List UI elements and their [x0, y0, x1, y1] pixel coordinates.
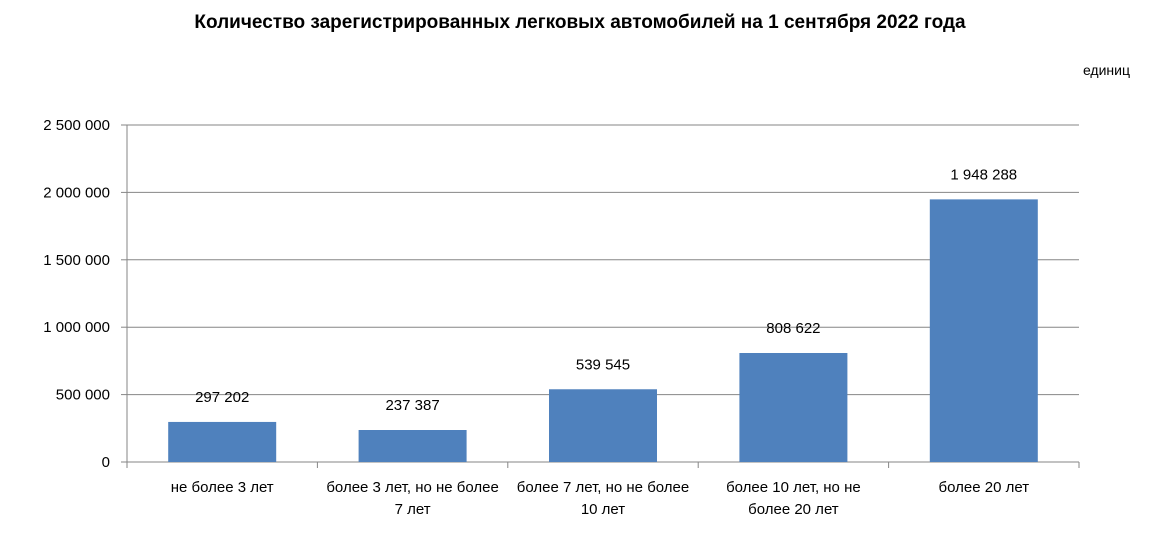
x-tick-label-line: более 7 лет, но не более	[517, 479, 690, 496]
data-label: 808 622	[766, 320, 820, 337]
x-tick-label: не более 3 лет	[171, 479, 274, 496]
x-tick-label-line: более 3 лет, но не более	[326, 479, 499, 496]
x-tick-label: более 7 лет, но не более 10 лет	[517, 479, 690, 518]
bar	[358, 430, 467, 462]
y-tick-label: 2 000 000	[43, 184, 110, 201]
y-tick-label: 500 000	[56, 387, 110, 404]
x-tick-label-line: более 20 лет	[748, 501, 839, 518]
x-tick-label: более 3 лет, но не более 7 лет	[326, 479, 499, 518]
bar	[168, 421, 277, 462]
bar	[549, 389, 657, 462]
y-tick-label: 1 000 000	[43, 319, 110, 336]
x-tick-label: более 10 лет, но не более 20 лет	[726, 479, 861, 518]
x-tick-label-line: более 20 лет	[939, 479, 1030, 496]
data-label: 1 948 288	[950, 166, 1017, 183]
bar	[739, 352, 848, 462]
bar	[929, 199, 1038, 462]
y-tick-label: 0	[102, 454, 110, 471]
y-tick-label: 2 500 000	[43, 117, 110, 134]
x-tick-label-line: более 10 лет, но не	[726, 479, 861, 496]
y-tick-label: 1 500 000	[43, 252, 110, 269]
chart-title: Количество зарегистрированных легковых а…	[194, 12, 966, 33]
data-label: 237 387	[385, 397, 439, 414]
data-label: 297 202	[195, 389, 249, 406]
x-tick-label-line: не более 3 лет	[171, 479, 274, 496]
unit-label: единиц	[1082, 62, 1130, 78]
x-tick-label-line: 7 лет	[395, 501, 431, 518]
data-label: 539 545	[576, 356, 630, 373]
x-tick-label-line: 10 лет	[581, 501, 625, 518]
x-tick-label: более 20 лет	[939, 479, 1030, 496]
